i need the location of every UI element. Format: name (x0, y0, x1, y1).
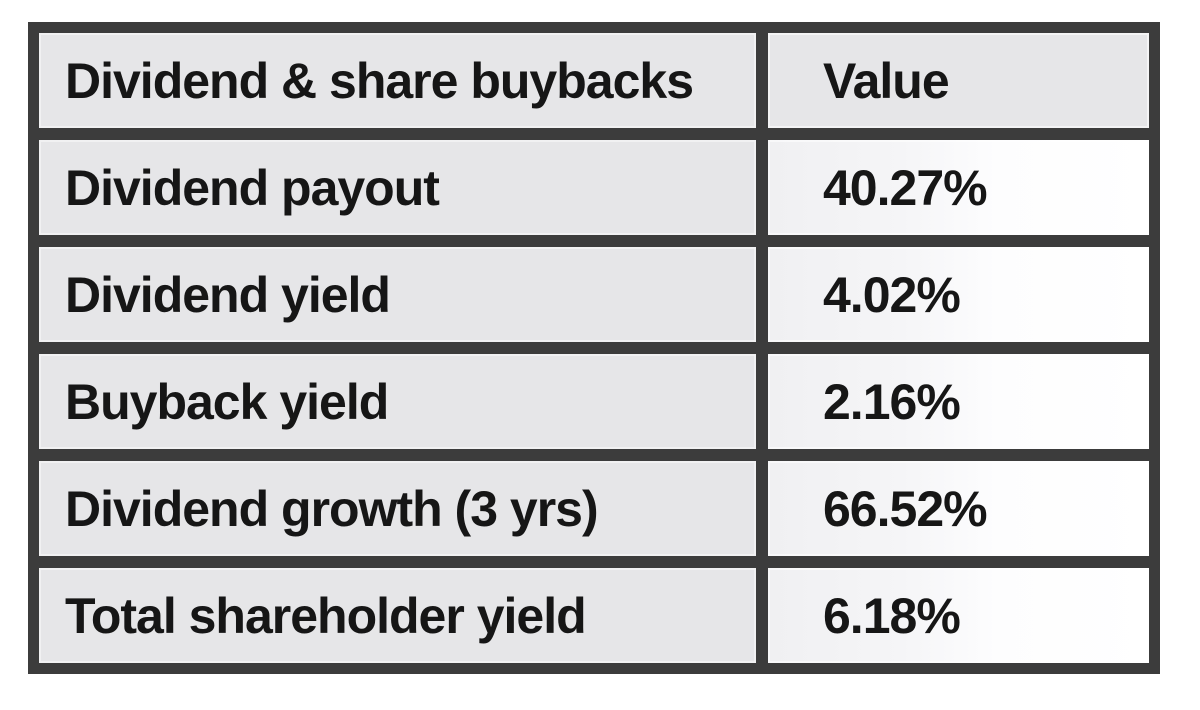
row-dividend-payout-value: 40.27% (768, 140, 1149, 235)
row-dividend-yield-value: 4.02% (768, 247, 1149, 342)
row-total-shareholder-yield-label: Total shareholder yield (39, 568, 756, 663)
row-dividend-growth-label: Dividend growth (3 yrs) (39, 461, 756, 556)
row-total-shareholder-yield-value: 6.18% (768, 568, 1149, 663)
header-cell-value: Value (768, 33, 1149, 128)
dividend-buybacks-table: Dividend & share buybacks Value Dividend… (28, 22, 1160, 674)
row-dividend-payout-label: Dividend payout (39, 140, 756, 235)
row-dividend-growth-value: 66.52% (768, 461, 1149, 556)
row-buyback-yield-label: Buyback yield (39, 354, 756, 449)
row-dividend-yield-label: Dividend yield (39, 247, 756, 342)
header-cell-metric: Dividend & share buybacks (39, 33, 756, 128)
row-buyback-yield-value: 2.16% (768, 354, 1149, 449)
